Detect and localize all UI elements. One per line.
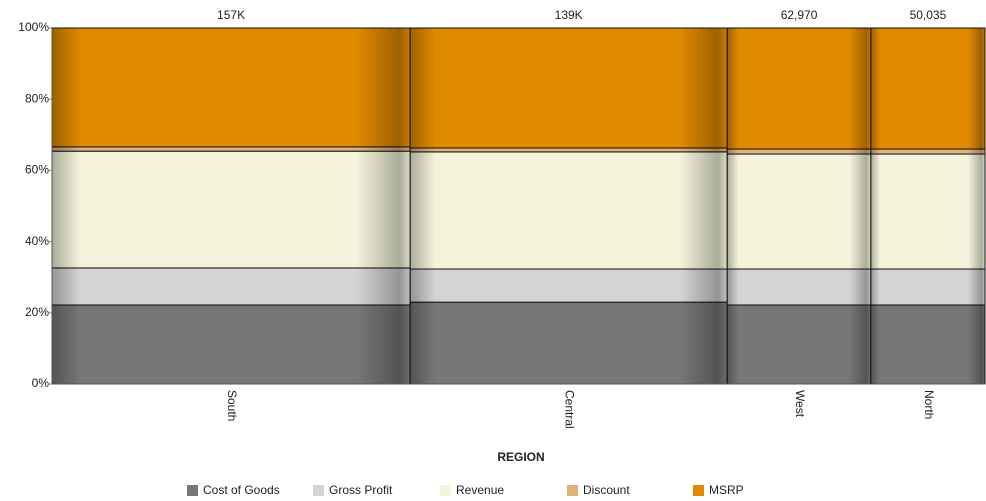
segment bbox=[870, 304, 986, 385]
segment bbox=[870, 27, 986, 150]
legend-swatch bbox=[693, 485, 704, 496]
x-tick-label: Central bbox=[563, 390, 577, 429]
segment bbox=[726, 27, 872, 150]
total-label: 62,970 bbox=[781, 8, 818, 22]
segment bbox=[726, 153, 872, 270]
total-label: 157K bbox=[217, 8, 245, 22]
y-tick-label: 60% bbox=[25, 163, 49, 177]
y-tick-label: 40% bbox=[25, 234, 49, 248]
legend-swatch bbox=[187, 485, 198, 496]
total-label: 139K bbox=[555, 8, 583, 22]
legend-label: Revenue bbox=[456, 483, 504, 497]
y-tick-label: 0% bbox=[32, 376, 50, 390]
segment bbox=[409, 27, 728, 149]
legend-swatch bbox=[567, 485, 578, 496]
x-tick-label: West bbox=[793, 390, 807, 418]
segment bbox=[51, 150, 411, 269]
segment bbox=[51, 304, 411, 385]
x-tick-label: North bbox=[922, 390, 936, 419]
segment bbox=[870, 148, 986, 155]
segment bbox=[51, 146, 411, 152]
legend-swatch bbox=[313, 485, 324, 496]
legend-label: Discount bbox=[583, 483, 630, 497]
segment bbox=[51, 27, 411, 148]
legend-label: MSRP bbox=[709, 483, 744, 497]
segment bbox=[726, 268, 872, 306]
y-tick-label: 100% bbox=[18, 20, 49, 34]
y-tick-label: 20% bbox=[25, 305, 49, 319]
segment bbox=[726, 148, 872, 155]
segment bbox=[409, 147, 728, 153]
segment bbox=[726, 304, 872, 385]
legend-swatch bbox=[440, 485, 451, 496]
segment bbox=[409, 301, 728, 385]
segment bbox=[870, 153, 986, 270]
segment bbox=[51, 267, 411, 306]
segment bbox=[870, 268, 986, 306]
segment bbox=[409, 268, 728, 303]
legend-label: Cost of Goods bbox=[203, 483, 280, 497]
segment bbox=[409, 151, 728, 270]
y-tick-label: 80% bbox=[25, 91, 49, 105]
total-label: 50,035 bbox=[910, 8, 947, 22]
x-axis-label: REGION bbox=[497, 450, 544, 464]
legend-label: Gross Profit bbox=[329, 483, 393, 497]
x-tick-label: South bbox=[225, 390, 239, 421]
